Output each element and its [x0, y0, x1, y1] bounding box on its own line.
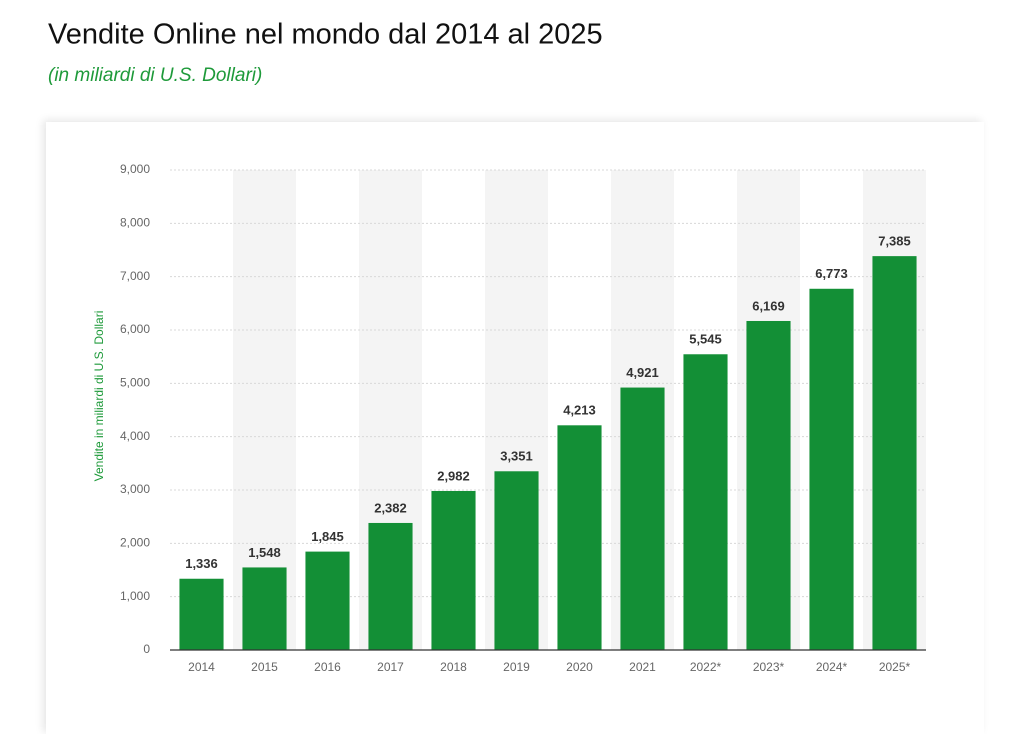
- y-axis-label: Vendite in miliardi di U.S. Dollari: [92, 311, 106, 482]
- chart-subtitle: (in miliardi di U.S. Dollari): [48, 65, 262, 86]
- value-label: 6,773: [815, 266, 848, 281]
- x-tick-label: 2024*: [816, 660, 848, 674]
- value-label: 4,213: [563, 403, 596, 418]
- y-tick-label: 4,000: [120, 429, 150, 443]
- x-tick-label: 2020: [566, 660, 593, 674]
- bar: [242, 567, 287, 650]
- x-tick-label: 2019: [503, 660, 530, 674]
- value-label: 1,845: [311, 529, 344, 544]
- x-tick-label: 2015: [251, 660, 278, 674]
- x-tick-label: 2017: [377, 660, 404, 674]
- x-tick-label: 2022*: [690, 660, 722, 674]
- value-label: 2,982: [437, 468, 470, 483]
- value-label: 1,548: [248, 545, 281, 560]
- value-label: 1,336: [185, 556, 218, 571]
- x-tick-label: 2023*: [753, 660, 785, 674]
- bar: [179, 578, 224, 650]
- x-tick-label: 2021: [629, 660, 656, 674]
- value-label: 5,545: [689, 332, 722, 347]
- x-tick-label: 2014: [188, 660, 215, 674]
- bar: [746, 320, 791, 650]
- value-label: 4,921: [626, 365, 659, 380]
- value-label: 2,382: [374, 500, 407, 515]
- y-tick-label: 8,000: [120, 216, 150, 230]
- y-tick-label: 0: [143, 642, 150, 656]
- bar: [809, 288, 854, 650]
- y-tick-label: 5,000: [120, 376, 150, 390]
- value-label: 6,169: [752, 298, 785, 313]
- y-tick-label: 1,000: [120, 589, 150, 603]
- x-tick-label: 2018: [440, 660, 467, 674]
- bar: [431, 490, 476, 650]
- bar: [494, 471, 539, 650]
- x-tick-label: 2016: [314, 660, 341, 674]
- y-tick-label: 6,000: [120, 322, 150, 336]
- bar: [557, 425, 602, 650]
- y-tick-label: 3,000: [120, 482, 150, 496]
- bar: [872, 256, 917, 650]
- x-tick-label: 2025*: [879, 660, 911, 674]
- value-label: 7,385: [878, 234, 911, 249]
- y-tick-label: 7,000: [120, 269, 150, 283]
- y-tick-label: 9,000: [120, 162, 150, 176]
- bar: [305, 551, 350, 650]
- bar: [368, 522, 413, 650]
- bar: [683, 354, 728, 650]
- value-label: 3,351: [500, 449, 533, 464]
- chart-title: Vendite Online nel mondo dal 2014 al 202…: [48, 19, 603, 51]
- y-tick-label: 2,000: [120, 536, 150, 550]
- bar: [620, 387, 665, 650]
